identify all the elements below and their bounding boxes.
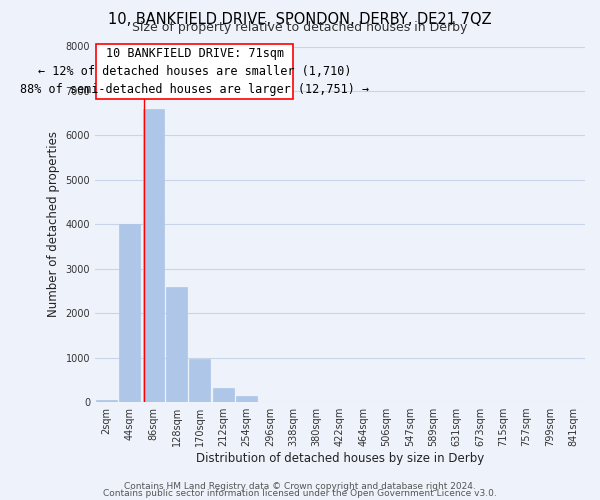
Bar [236, 396, 257, 402]
Text: Contains HM Land Registry data © Crown copyright and database right 2024.: Contains HM Land Registry data © Crown c… [124, 482, 476, 491]
Bar [96, 400, 117, 402]
Bar [143, 108, 164, 402]
X-axis label: Distribution of detached houses by size in Derby: Distribution of detached houses by size … [196, 452, 484, 465]
Text: 10 BANKFIELD DRIVE: 71sqm
← 12% of detached houses are smaller (1,710)
88% of se: 10 BANKFIELD DRIVE: 71sqm ← 12% of detac… [20, 47, 369, 96]
Bar [166, 286, 187, 402]
Bar [213, 388, 234, 402]
FancyBboxPatch shape [96, 44, 293, 99]
Bar [190, 358, 211, 402]
Text: Contains public sector information licensed under the Open Government Licence v3: Contains public sector information licen… [103, 489, 497, 498]
Y-axis label: Number of detached properties: Number of detached properties [47, 132, 60, 318]
Bar [119, 224, 140, 402]
Text: Size of property relative to detached houses in Derby: Size of property relative to detached ho… [133, 22, 467, 35]
Text: 10, BANKFIELD DRIVE, SPONDON, DERBY, DE21 7QZ: 10, BANKFIELD DRIVE, SPONDON, DERBY, DE2… [108, 12, 492, 26]
